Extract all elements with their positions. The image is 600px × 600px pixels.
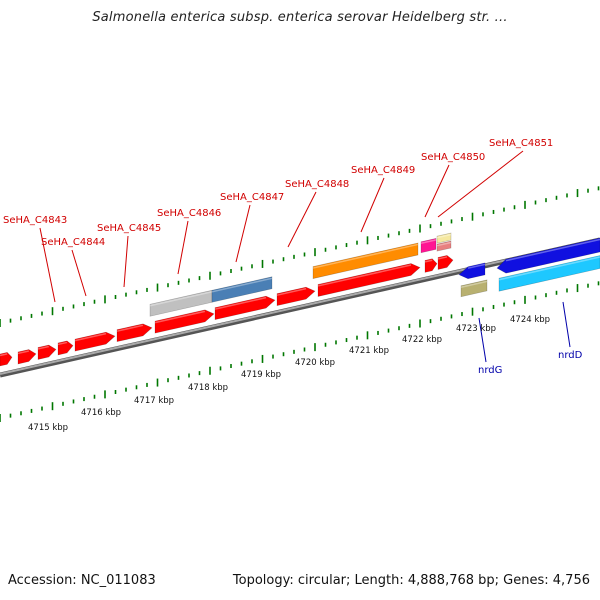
leader-line	[478, 317, 487, 363]
feature-highlight	[424, 259, 433, 263]
cds-feature	[57, 340, 74, 356]
feature-highlight	[436, 241, 452, 247]
topology-summary: Topology: circular; Length: 4,888,768 bp…	[232, 573, 590, 588]
feature-highlight	[437, 256, 448, 260]
cds-feature	[0, 352, 13, 367]
gene-label-sehac4847[interactable]: SeHA_C4847	[220, 192, 284, 203]
cds-feature	[214, 295, 276, 321]
cds-feature	[317, 263, 421, 297]
misc-feature	[420, 238, 437, 254]
scale-label: 4722 kbp	[402, 335, 442, 345]
scale-label: 4717 kbp	[134, 396, 174, 406]
cds-feature	[116, 323, 153, 343]
leader-line	[437, 150, 524, 218]
feature-highlight	[436, 233, 452, 239]
feature-highlight	[57, 341, 68, 346]
feature-highlight	[317, 264, 412, 287]
cds-feature	[17, 349, 37, 365]
gene-label-sehac4850[interactable]: SeHA_C4850	[421, 152, 485, 163]
rna-feature	[211, 276, 273, 303]
feature-highlight	[312, 243, 419, 269]
gene-label-sehac4846[interactable]: SeHA_C4846	[157, 208, 221, 219]
scale-label: 4719 kbp	[241, 370, 281, 380]
nrdd-feature	[496, 237, 600, 274]
scale-label: 4724 kbp	[510, 315, 550, 325]
gene-features	[0, 232, 600, 367]
feature-highlight	[154, 310, 206, 324]
feature-highlight	[149, 291, 213, 307]
feature-highlight	[420, 239, 437, 245]
feature-highlight	[505, 238, 600, 262]
cds-feature	[37, 344, 57, 360]
nrdg-feature	[458, 262, 486, 280]
gene-label-group: SeHA_C4843 SeHA_C4844 SeHA_C4845 SeHA_C4…	[3, 138, 583, 376]
leader-line	[39, 227, 56, 303]
feature-highlight	[74, 332, 107, 342]
leader-line	[177, 220, 189, 275]
orf-feature	[312, 242, 419, 279]
feature-highlight	[116, 324, 144, 332]
feature-highlight	[276, 287, 307, 296]
outer-tick-row	[0, 186, 600, 327]
backbone	[0, 237, 600, 378]
leader-line	[360, 177, 385, 233]
feature-highlight	[467, 263, 486, 269]
scale-label: 4718 kbp	[188, 383, 228, 393]
feature-highlight	[17, 350, 29, 355]
cds-feature	[437, 255, 454, 270]
misc-feature	[436, 240, 452, 252]
gene-label-sehac4845[interactable]: SeHA_C4845	[97, 223, 161, 234]
scale-label: 4721 kbp	[349, 346, 389, 356]
leader-line	[562, 301, 571, 348]
scale-label-group: 4715 kbp 4716 kbp 4717 kbp 4718 kbp 4719…	[28, 315, 550, 433]
scale-label: 4723 kbp	[456, 324, 496, 334]
leader-line	[71, 249, 87, 297]
feature-highlight	[37, 345, 49, 350]
feature-highlight	[498, 256, 600, 281]
scale-label: 4720 kbp	[295, 358, 335, 368]
gene-label-nrdg[interactable]: nrdG	[478, 365, 502, 376]
nrdg-feature-secondary	[460, 279, 488, 298]
gene-label-sehac4851[interactable]: SeHA_C4851	[489, 138, 553, 149]
scale-label: 4715 kbp	[28, 423, 68, 433]
map-title: Salmonella enterica subsp. enterica sero…	[92, 10, 508, 25]
gene-label-sehac4844[interactable]: SeHA_C4844	[41, 237, 105, 248]
accession-text: Accession: NC_011083	[8, 573, 156, 588]
leader-line	[123, 235, 129, 288]
cds-feature	[154, 309, 215, 334]
gene-label-nrdd[interactable]: nrdD	[558, 350, 583, 361]
leader-line	[235, 204, 251, 263]
scale-label: 4716 kbp	[81, 408, 121, 418]
leader-line	[287, 191, 317, 248]
cds-feature	[276, 286, 316, 307]
leader-line	[424, 164, 450, 218]
cds-feature	[74, 331, 116, 352]
gene-label-sehac4843[interactable]: SeHA_C4843	[3, 215, 67, 226]
feature-highlight	[460, 280, 488, 289]
gene-label-sehac4848[interactable]: SeHA_C4848	[285, 179, 349, 190]
gene-label-sehac4849[interactable]: SeHA_C4849	[351, 165, 415, 176]
feature-highlight	[214, 296, 267, 310]
inner-tick-row	[0, 281, 600, 422]
nrdd-feature-secondary	[498, 255, 600, 292]
feature-highlight	[211, 277, 273, 293]
cds-feature	[424, 258, 438, 273]
leader-lines	[39, 150, 571, 363]
misc-feature	[436, 232, 452, 244]
feature-highlight	[0, 353, 8, 357]
